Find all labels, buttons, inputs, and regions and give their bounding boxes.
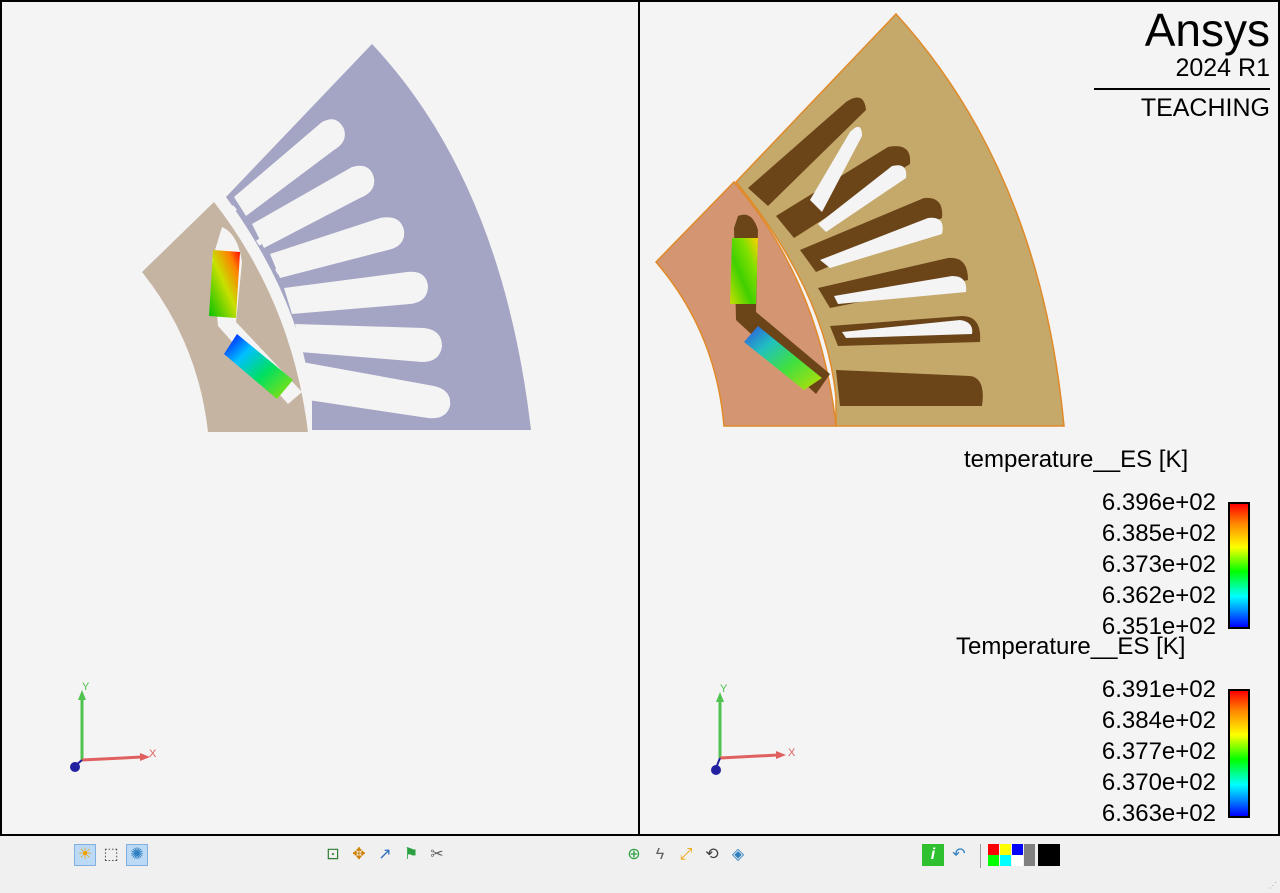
legend-1-value-2: 6.373e+02	[1101, 551, 1216, 578]
magnet-1-right	[730, 238, 758, 304]
stator-slots-right	[810, 126, 973, 338]
magnet-2-right	[744, 326, 822, 390]
undo-icon[interactable]: ↶	[952, 846, 966, 863]
palette-swatch[interactable]	[1012, 855, 1023, 866]
viewport-divider	[638, 2, 640, 834]
axis-triad-left: Y X	[70, 681, 157, 772]
move-node-icon[interactable]: ⤢	[679, 846, 693, 863]
legend-1-value-0: 6.396e+02	[1101, 489, 1216, 516]
magnet-2-left	[224, 334, 293, 399]
zoom-fit-icon[interactable]: ⊕	[627, 846, 641, 863]
legend-title-1: temperature__ES [K]	[964, 446, 1189, 473]
palette-swatch[interactable]	[1024, 844, 1035, 855]
legend-1-value-4: 6.351e+02	[1101, 613, 1216, 640]
legend-2-value-4: 6.363e+02	[1101, 800, 1216, 827]
lightning-icon[interactable]: ϟ	[655, 846, 665, 863]
legend-1-value-3: 6.362e+02	[1101, 582, 1216, 609]
resize-grip-icon[interactable]: ⋰	[1269, 881, 1277, 890]
flag-icon[interactable]: ⚑	[403, 846, 419, 863]
right-viewport[interactable]: Ansys 2024 R1 TEACHING temperature__ES […	[640, 2, 1280, 834]
color-palette[interactable]	[988, 844, 1060, 866]
zoom-box-icon[interactable]: ⊡	[326, 846, 340, 863]
arrow-select-icon[interactable]: ↗	[378, 846, 392, 863]
pan-icon[interactable]: ✥	[352, 846, 366, 863]
rotate-icon[interactable]: ⟲	[705, 846, 719, 863]
brand-edition: TEACHING	[1140, 94, 1270, 122]
legend-title-2: Temperature__ES [K]	[956, 633, 1186, 660]
colorbar-2	[1228, 689, 1250, 818]
axis-label-y-left: Y	[82, 681, 90, 693]
legend-2-value-3: 6.370e+02	[1101, 769, 1216, 796]
magnet-1-left	[209, 250, 240, 318]
ansys-logo: Ansys 2024 R1 TEACHING	[1094, 6, 1270, 122]
legend-2-value-0: 6.391e+02	[1101, 676, 1216, 703]
brand-product: Ansys	[1144, 4, 1270, 56]
graphics-viewports[interactable]: Y X	[0, 0, 1280, 836]
legend-1-value-1: 6.385e+02	[1101, 520, 1216, 547]
brand-version: 2024 R1	[1175, 54, 1270, 82]
legend-values-1: 6.396e+02 6.385e+02 6.373e+02 6.362e+02 …	[1064, 487, 1216, 642]
palette-swatch[interactable]	[1000, 855, 1011, 866]
view-orient-icon[interactable]: ◈	[731, 846, 745, 863]
tools-icon[interactable]: ✂	[430, 846, 444, 863]
toolbar-separator	[980, 844, 981, 868]
legend-2-value-1: 6.384e+02	[1101, 707, 1216, 734]
stator-slots-right-shadow	[748, 97, 983, 406]
wireframe-box-icon[interactable]: ⬚	[103, 846, 119, 863]
palette-swatch-black[interactable]	[1038, 844, 1060, 866]
info-icon[interactable]: i	[922, 844, 944, 866]
colorbar-1	[1228, 502, 1250, 629]
palette-swatch[interactable]	[1024, 855, 1035, 866]
palette-swatch[interactable]	[1012, 844, 1023, 855]
render-effects-icon[interactable]: ✺	[126, 844, 148, 866]
bottom-toolbar: ☀ ⬚ ✺ ⊡ ✥ ↗ ⚑ ✂ ⊕ ϟ ⤢ ⟲ ◈ i ↶ ⋰	[0, 836, 1280, 893]
palette-swatch[interactable]	[1000, 844, 1011, 855]
palette-swatch[interactable]	[988, 844, 999, 855]
left-viewport[interactable]: Y X	[2, 2, 638, 834]
motor-geometry-right[interactable]	[640, 2, 1280, 834]
motor-geometry-left[interactable]	[2, 2, 638, 834]
axis-label-x-left: X	[149, 748, 157, 760]
palette-swatch[interactable]	[988, 855, 999, 866]
stator-slots-left	[234, 119, 451, 419]
lighting-icon[interactable]: ☀	[74, 844, 96, 866]
legend-values-2: 6.391e+02 6.384e+02 6.377e+02 6.370e+02 …	[1064, 674, 1216, 829]
legend-2-value-2: 6.377e+02	[1101, 738, 1216, 765]
